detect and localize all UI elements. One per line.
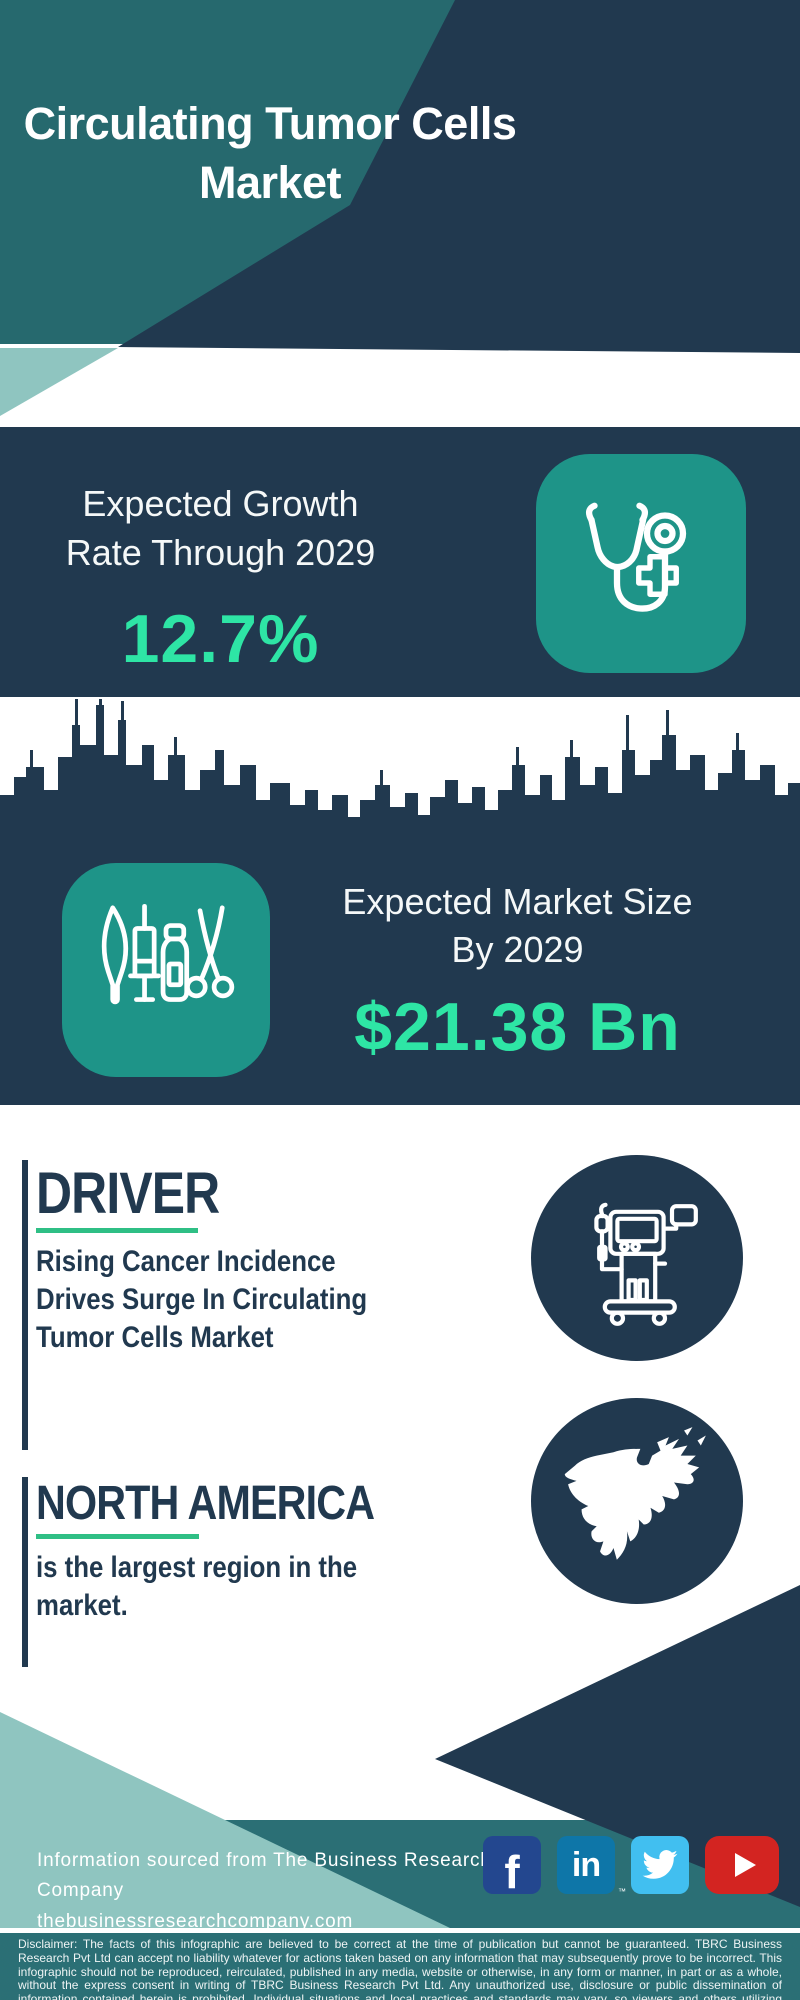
city-skyline-silhouette (0, 699, 800, 845)
footer-diagonal-shapes (0, 1585, 800, 1928)
growth-rate-value: 12.7% (121, 601, 320, 677)
city-skyline (0, 697, 800, 845)
linkedin-button[interactable]: in ™ (557, 1836, 626, 1896)
growth-label-line1: Expected Growth (82, 483, 359, 524)
medical-machine-icon (594, 1202, 698, 1326)
region-text: is the largest region in the market. (36, 1551, 358, 1622)
north-america-map-icon (564, 1427, 706, 1560)
social-icons-row: f in ™ (483, 1836, 779, 1898)
footer-seafoam-triangle (0, 1712, 450, 1928)
linkedin-trademark: ™ (618, 1887, 626, 1896)
medical-machine-icon-circle (531, 1155, 743, 1361)
surgical-tools-icon (101, 903, 235, 1005)
youtube-play-icon (735, 1853, 756, 1877)
driver-heading: DRIVER (36, 1161, 220, 1226)
north-america-map-circle (531, 1398, 743, 1604)
growth-label: Expected Growth Rate Through 2029 (8, 480, 433, 578)
surgical-tools-icon-tile (62, 863, 270, 1077)
market-size-label-line1: Expected Market Size (342, 881, 693, 922)
facebook-button[interactable]: f (483, 1836, 541, 1898)
driver-underline (36, 1228, 198, 1233)
linkedin-icon: in (571, 1845, 601, 1884)
market-size-value: $21.38 Bn (354, 989, 681, 1065)
region-accent-bar (22, 1477, 28, 1667)
facebook-icon: f (504, 1846, 520, 1898)
region-underline (36, 1534, 199, 1539)
header-navy-diagonal (118, 0, 800, 353)
footer-navy-triangle (435, 1585, 800, 1907)
twitter-bird-icon (642, 1850, 678, 1879)
footer-divider-line (0, 1928, 800, 1933)
page-title-line1: Circulating Tumor Cells (23, 98, 517, 149)
stethoscope-icon-tile (536, 454, 746, 673)
driver-accent-bar (22, 1160, 28, 1450)
driver-text: Rising Cancer Incidence Drives Surge In … (36, 1245, 368, 1354)
market-size-label-line2: By 2029 (451, 928, 584, 970)
header-diagonal-shapes (0, 0, 800, 430)
disclaimer-text: Disclaimer: The facts of this infographi… (18, 1937, 782, 2000)
region-heading: NORTH AMERICA (36, 1477, 375, 1530)
header-white-band (0, 344, 800, 430)
growth-label-line2: Rate Through 2029 (65, 531, 376, 573)
youtube-button[interactable] (705, 1836, 779, 1894)
page-title-line2: Market (198, 157, 342, 209)
source-attribution: Information sourced from The Business Re… (37, 1846, 507, 1937)
twitter-button[interactable] (631, 1836, 689, 1894)
page-title: Circulating Tumor Cells Market (0, 94, 540, 213)
source-website-link[interactable]: thebusinessresearchcompany.com (37, 1910, 354, 1932)
header-seafoam-triangle (0, 348, 118, 416)
source-line: Information sourced from The Business Re… (37, 1850, 492, 1902)
stethoscope-icon (585, 502, 687, 612)
market-size-label: Expected Market Size By 2029 (285, 878, 750, 973)
